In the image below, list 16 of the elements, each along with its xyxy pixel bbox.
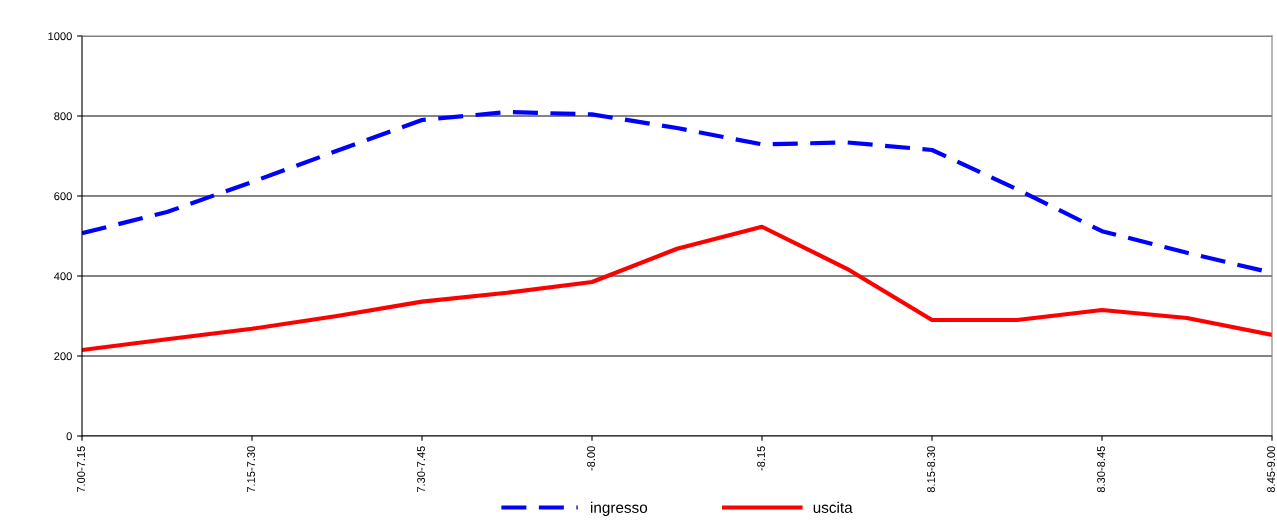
y-tick-label: 800 — [54, 112, 72, 121]
legend-label: ingresso — [591, 501, 648, 516]
x-tick-label: 7.15-7.30 — [247, 446, 255, 493]
x-tick-label: 8.15-8.30 — [927, 446, 935, 493]
x-tick-label: -8.15 — [757, 446, 765, 471]
y-tick-label: 0 — [66, 432, 72, 441]
y-tick-label: 200 — [54, 352, 72, 361]
x-tick-label: 8.30-8.45 — [1097, 446, 1105, 493]
x-tick-label: -8.00 — [587, 446, 595, 471]
x-tick-label: 8.45-9.00 — [1267, 446, 1275, 493]
x-tick-label: 7.30-7.45 — [417, 446, 425, 493]
y-tick-label: 600 — [54, 192, 72, 201]
x-tick-label: 7.00-7.15 — [77, 446, 85, 493]
y-tick-label: 400 — [54, 272, 72, 281]
y-tick-label: 1000 — [48, 32, 72, 41]
legend-label: uscita — [813, 501, 853, 513]
